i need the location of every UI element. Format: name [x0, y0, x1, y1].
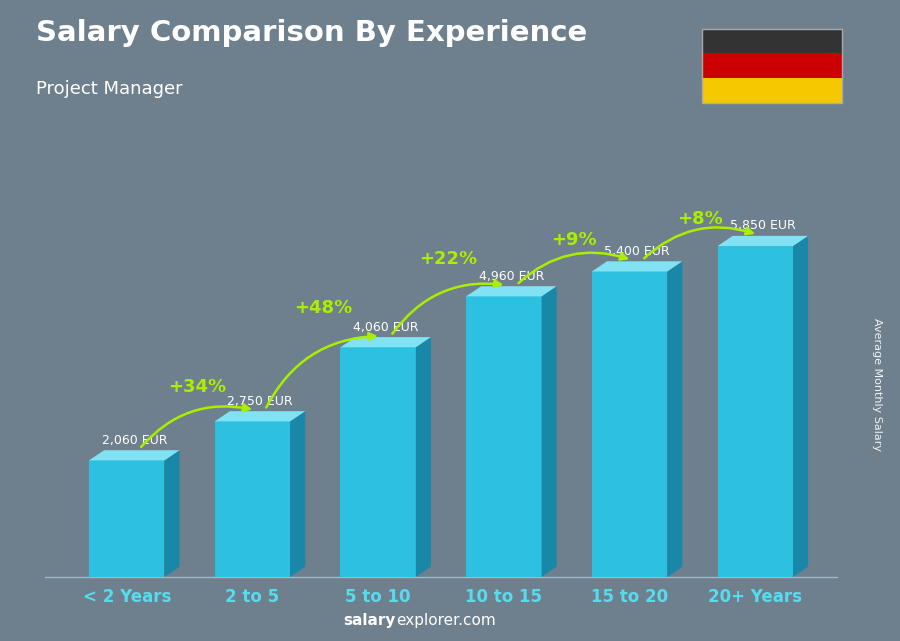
Text: +34%: +34%: [168, 378, 226, 396]
Text: +22%: +22%: [419, 250, 478, 268]
Polygon shape: [340, 347, 416, 577]
Polygon shape: [416, 337, 431, 577]
Polygon shape: [215, 421, 290, 577]
Polygon shape: [542, 286, 557, 577]
Polygon shape: [592, 272, 667, 577]
Polygon shape: [165, 450, 179, 577]
Text: Average Monthly Salary: Average Monthly Salary: [872, 318, 883, 451]
Polygon shape: [667, 262, 682, 577]
Text: +9%: +9%: [552, 231, 597, 249]
Text: salary: salary: [344, 613, 396, 628]
Polygon shape: [215, 411, 305, 421]
Polygon shape: [89, 460, 165, 577]
Polygon shape: [793, 236, 808, 577]
Text: 4,960 EUR: 4,960 EUR: [479, 270, 544, 283]
Text: 4,060 EUR: 4,060 EUR: [353, 320, 418, 334]
Text: explorer.com: explorer.com: [396, 613, 496, 628]
Polygon shape: [717, 246, 793, 577]
Text: Salary Comparison By Experience: Salary Comparison By Experience: [36, 19, 587, 47]
Text: 5,400 EUR: 5,400 EUR: [604, 245, 670, 258]
Polygon shape: [290, 411, 305, 577]
Text: Project Manager: Project Manager: [36, 80, 183, 98]
Text: 2,060 EUR: 2,060 EUR: [102, 434, 167, 447]
Text: +8%: +8%: [677, 210, 723, 228]
Text: 5,850 EUR: 5,850 EUR: [730, 219, 796, 233]
Polygon shape: [466, 286, 557, 296]
Polygon shape: [717, 236, 808, 246]
Polygon shape: [466, 296, 542, 577]
Polygon shape: [340, 337, 431, 347]
Text: +48%: +48%: [293, 299, 352, 317]
Text: 2,750 EUR: 2,750 EUR: [227, 395, 292, 408]
Polygon shape: [592, 262, 682, 272]
Polygon shape: [89, 450, 179, 460]
